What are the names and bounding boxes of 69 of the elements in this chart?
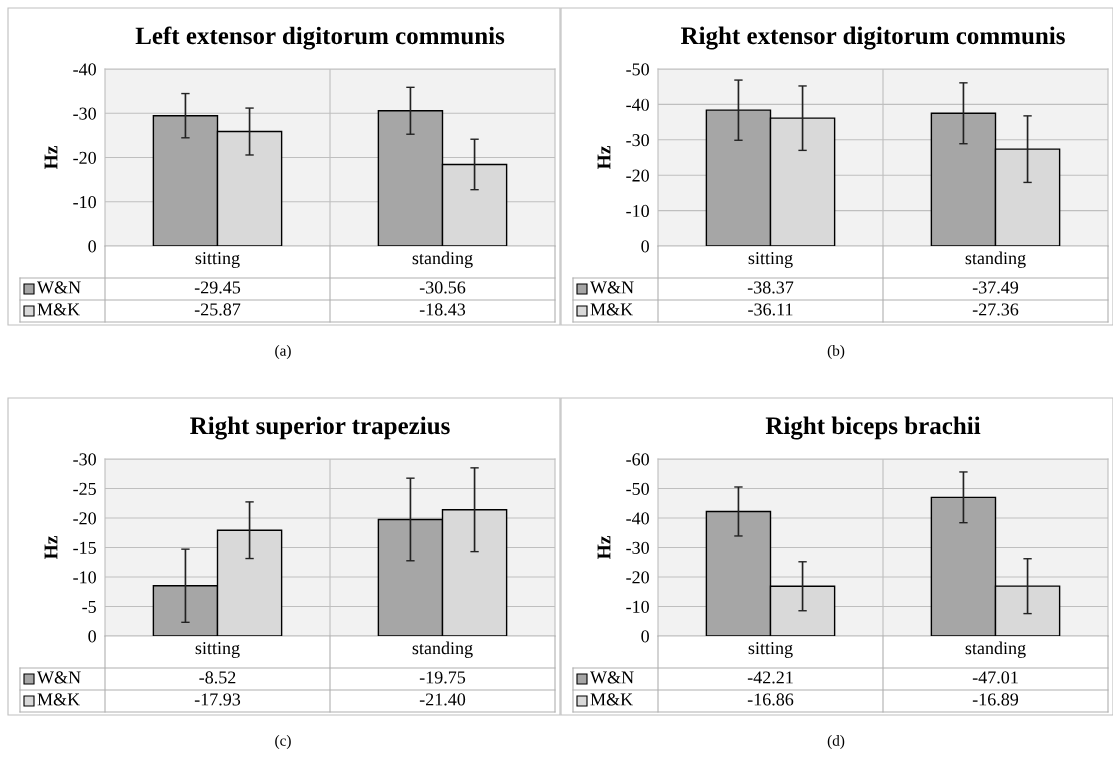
x-tick-label: sitting — [748, 642, 793, 658]
legend-label: M&K — [37, 303, 80, 316]
x-tick-label: standing — [965, 251, 1026, 268]
data-label: -37.49 — [972, 281, 1019, 294]
data-label: -25.87 — [194, 303, 241, 316]
x-tick-label: standing — [965, 641, 1026, 658]
y-tick-label: -40 — [73, 63, 96, 76]
data-label: -16.89 — [972, 693, 1019, 706]
y-tick-label: -40 — [626, 98, 649, 111]
x-tick-label: sitting — [195, 642, 240, 658]
y-tick-label: -30 — [73, 107, 96, 120]
text: (d) — [827, 735, 845, 749]
y-tick-label: -10 — [626, 600, 649, 613]
legend-label: W&N — [590, 281, 634, 294]
y-axis-title: Hz — [597, 146, 611, 170]
y-tick-label: -30 — [73, 453, 96, 466]
y-tick-label: -20 — [73, 512, 96, 525]
legend-label: M&K — [37, 693, 80, 706]
y-tick-label: 0 — [641, 630, 649, 643]
chart-title: Left extensor digitorum communis — [135, 26, 505, 50]
y-tick-label: -10 — [73, 196, 96, 209]
legend-label: W&N — [37, 671, 81, 684]
y-tick-label: -30 — [626, 541, 649, 554]
data-label: -21.40 — [419, 693, 466, 706]
y-tick-label: -20 — [73, 151, 96, 164]
y-tick-label: 0 — [88, 240, 96, 253]
y-tick-label: -5 — [82, 600, 96, 613]
x-tick-label: sitting — [748, 252, 793, 268]
y-tick-label: -40 — [626, 512, 649, 525]
legend-label: W&N — [37, 281, 81, 294]
data-label: -18.43 — [419, 303, 466, 316]
y-tick-label: -20 — [626, 169, 649, 182]
text: (c) — [275, 735, 291, 749]
data-label: -36.11 — [748, 303, 793, 316]
chart-title: Right extensor digitorum communis — [680, 26, 1065, 50]
data-label: -17.93 — [194, 693, 241, 706]
y-tick-label: 0 — [88, 630, 96, 643]
y-tick-label: -25 — [73, 482, 96, 495]
chart-title: Right biceps brachii — [765, 416, 981, 440]
data-label: -27.36 — [972, 303, 1019, 316]
y-tick-label: 0 — [641, 240, 649, 253]
legend-label: M&K — [590, 693, 633, 706]
data-label: -47.01 — [972, 671, 1018, 684]
data-label: -19.75 — [419, 671, 466, 684]
data-label: -42.21 — [747, 671, 793, 684]
y-tick-label: -15 — [73, 541, 96, 554]
legend-label: M&K — [590, 303, 633, 316]
data-label: -29.45 — [194, 281, 241, 294]
y-axis-title: Hz — [44, 146, 58, 170]
y-tick-label: -30 — [626, 134, 649, 147]
data-label: -16.86 — [747, 693, 794, 706]
x-tick-label: standing — [412, 641, 473, 658]
data-label: -30.56 — [419, 281, 466, 294]
y-axis-title: Hz — [597, 536, 611, 560]
y-tick-label: -10 — [73, 571, 96, 584]
y-tick-label: -10 — [626, 204, 649, 218]
x-tick-label: sitting — [195, 252, 240, 268]
legend-label: W&N — [590, 671, 634, 684]
y-tick-label: -50 — [626, 482, 649, 495]
x-tick-label: standing — [412, 251, 473, 268]
data-label: -8.52 — [199, 671, 236, 684]
data-label: -38.37 — [747, 281, 794, 294]
text: (a) — [275, 345, 291, 359]
y-tick-label: -60 — [626, 453, 649, 466]
chart-title: Right superior trapezius — [190, 416, 450, 440]
y-axis-title: Hz — [44, 536, 58, 560]
y-tick-label: -20 — [626, 571, 649, 584]
text: (b) — [827, 345, 845, 359]
y-tick-label: -50 — [626, 63, 649, 76]
